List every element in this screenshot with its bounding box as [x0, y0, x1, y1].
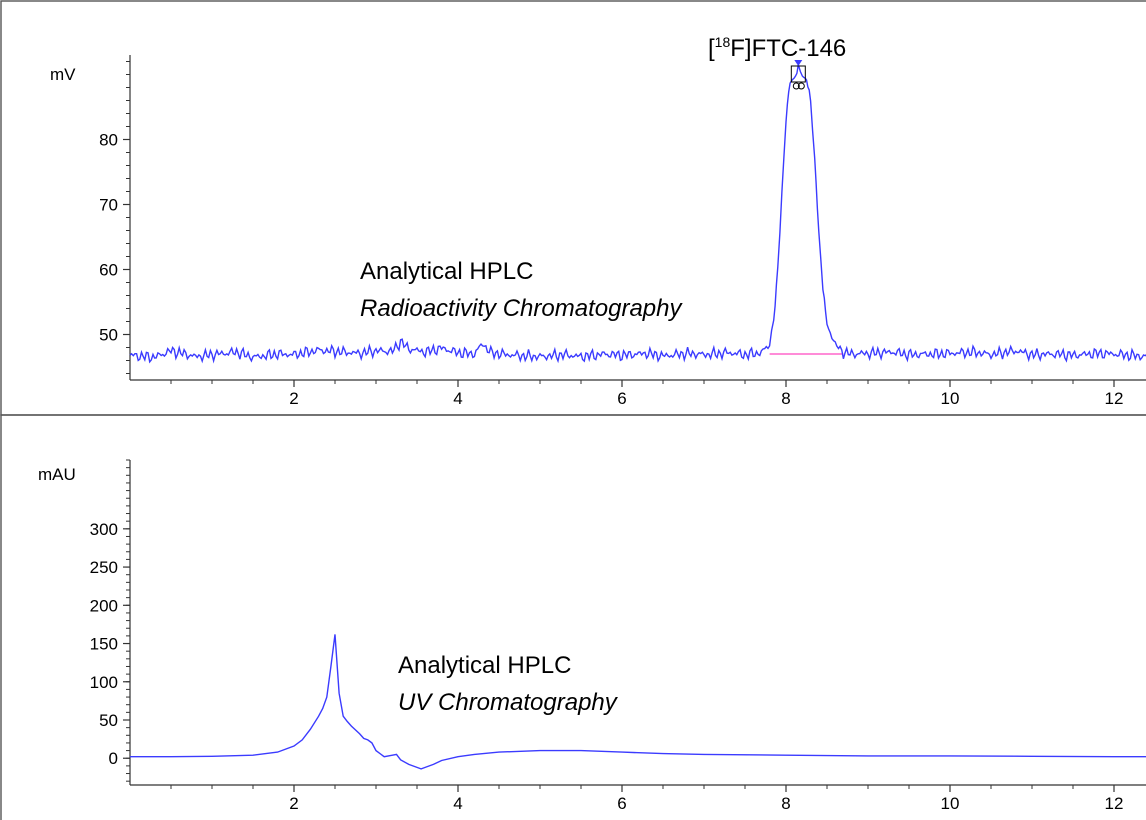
peak-label-suffix: F]FTC-146 — [730, 35, 846, 62]
top-y-ticks: 50 60 70 80 — [99, 61, 130, 374]
x-tick-label: 4 — [453, 389, 462, 408]
top-y-axis-unit-label: mV — [50, 65, 76, 84]
peak-label: [18F]FTC-146 — [708, 34, 846, 62]
top-x-ticks: 2 4 6 8 10 12 — [170, 380, 1124, 408]
bottom-x-ticks: 2 4 6 8 10 12 — [170, 785, 1124, 813]
y-tick-label: 80 — [99, 131, 118, 150]
y-tick-label: 0 — [109, 749, 118, 768]
peak-apex-triangle — [794, 60, 803, 66]
y-tick-label: 70 — [99, 196, 118, 215]
y-tick-label: 60 — [99, 261, 118, 280]
peak-label-superscript: 18 — [715, 34, 731, 50]
y-tick-label: 50 — [99, 711, 118, 730]
x-tick-label: 12 — [1105, 794, 1124, 813]
y-tick-label: 300 — [90, 520, 118, 539]
peak-label-prefix: [ — [708, 35, 715, 62]
uv-chromatogram-panel: 2 4 6 8 10 12 0 50 100 150 200 250 300 mAU Analytic… — [38, 459, 1146, 813]
y-tick-label: 100 — [90, 673, 118, 692]
x-tick-label: 2 — [289, 794, 298, 813]
y-tick-label: 250 — [90, 558, 118, 577]
peak-marker-circle — [792, 82, 800, 90]
x-tick-label: 8 — [781, 794, 790, 813]
bottom-annotation-line2: UV Chromatography — [398, 689, 619, 716]
bottom-y-axis-unit-label: mAU — [38, 465, 76, 484]
x-tick-label: 6 — [617, 389, 626, 408]
uv-trace — [130, 634, 1146, 770]
y-tick-label: 150 — [90, 635, 118, 654]
x-tick-label: 2 — [289, 389, 298, 408]
peak-markers — [790, 60, 806, 90]
top-annotation-line2: Radioactivity Chromatography — [360, 295, 683, 322]
x-tick-label: 4 — [453, 794, 462, 813]
x-tick-label: 6 — [617, 794, 626, 813]
radioactivity-chromatogram-panel: 2 4 6 8 10 12 50 60 70 80 mV [18F]FTC-146 Analyt… — [50, 34, 1146, 408]
bottom-y-ticks: 0 50 100 150 200 250 300 — [90, 459, 130, 782]
y-tick-label: 50 — [99, 326, 118, 345]
y-tick-label: 200 — [90, 596, 118, 615]
peak-marker-circle — [797, 82, 805, 90]
x-tick-label: 10 — [941, 794, 960, 813]
top-panel-frame — [0, 0, 1146, 416]
bottom-panel-frame — [0, 414, 1146, 820]
bottom-annotation-line1: Analytical HPLC — [398, 652, 571, 679]
x-tick-label: 12 — [1105, 389, 1124, 408]
top-annotation-line1: Analytical HPLC — [360, 258, 533, 285]
x-tick-label: 10 — [941, 389, 960, 408]
radioactivity-trace — [129, 64, 1146, 364]
x-tick-label: 8 — [781, 389, 790, 408]
